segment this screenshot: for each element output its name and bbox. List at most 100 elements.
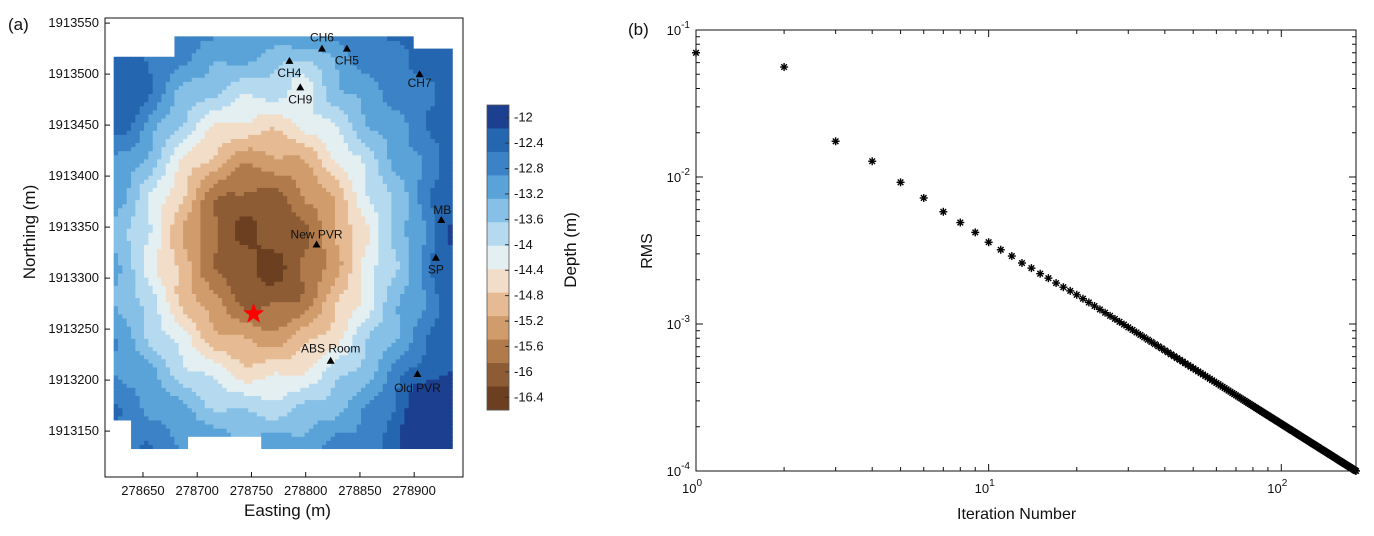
map-x-tick-label: 278900 — [392, 483, 435, 498]
colorbar-tick-label: -12 — [514, 110, 533, 125]
rms-data-point — [939, 207, 948, 216]
rms-data-point — [1072, 290, 1081, 299]
red-star-marker — [243, 302, 265, 323]
rms-data-point — [1007, 252, 1016, 261]
site-label: CH6 — [310, 31, 334, 45]
colorbar-tick-label: -12.4 — [514, 135, 544, 150]
colorbar-segment — [487, 363, 509, 388]
rms-data-point — [919, 193, 928, 202]
colorbar-segment — [487, 175, 509, 200]
rms-data-point — [1150, 340, 1159, 349]
map-y-tick-label: 1913450 — [48, 117, 99, 132]
map-y-tick-label: 1913400 — [48, 168, 99, 183]
colorbar-segment — [487, 245, 509, 270]
rms-data-point — [868, 157, 877, 166]
rms-data-point — [1119, 320, 1128, 329]
colorbar-segment — [487, 105, 509, 129]
rms-convergence-plot: 100 101 102 10-4 10-3 10-2 10-1 — [667, 20, 1360, 496]
colorbar-segment — [487, 269, 509, 294]
rms-data-point — [1017, 258, 1026, 267]
rms-data-point — [971, 228, 980, 237]
colorbar-segment — [487, 386, 509, 411]
colorbar-tick-label: -16 — [514, 364, 533, 379]
rms-data-point — [1044, 274, 1053, 283]
colorbar-tick-label: -13.2 — [514, 186, 544, 201]
colorbar-tick-label: -12.8 — [514, 161, 544, 176]
site-label: SP — [428, 263, 444, 277]
site-marker — [326, 356, 335, 364]
rms-data-point — [1078, 294, 1087, 303]
rms-data-point — [1052, 279, 1061, 288]
colorbar-segment — [487, 128, 509, 153]
rms-data-point — [1115, 317, 1124, 326]
colorbar-tick-label: -14.4 — [514, 262, 544, 277]
site-marker — [296, 83, 305, 91]
colorbar-tick-label: -14.8 — [514, 288, 544, 303]
rms-data-point — [1090, 302, 1099, 311]
site-label: CH9 — [288, 92, 312, 106]
site-label: New PVR — [291, 227, 343, 241]
rms-data-point — [896, 178, 905, 187]
rms-y-tick-label: 10-1 — [667, 20, 691, 38]
depth-contour-map: 278650 278700 278750 278800 278850 278900 1913… — [48, 15, 544, 498]
rms-data-point — [1124, 323, 1133, 332]
site-marker — [285, 56, 294, 64]
rms-data-point — [956, 218, 965, 227]
map-x-tick-label: 278850 — [338, 483, 381, 498]
site-label: CH5 — [335, 54, 359, 68]
rms-y-tick-label: 10-4 — [667, 461, 691, 479]
site-label: CH7 — [408, 76, 432, 90]
rms-data-point — [996, 245, 1005, 254]
map-x-tick-label: 278650 — [121, 483, 164, 498]
rms-data-point — [1084, 298, 1093, 307]
rms-data-point — [831, 137, 840, 146]
site-label: ABS Room — [301, 342, 360, 356]
map-y-tick-label: 1913500 — [48, 66, 99, 81]
colorbar-segment — [487, 222, 509, 247]
colorbar-segment — [487, 339, 509, 364]
colorbar-tick-label: -13.6 — [514, 211, 544, 226]
rms-x-tick-label: 101 — [975, 478, 995, 496]
site-marker — [312, 240, 321, 248]
rms-data-point — [1066, 286, 1075, 295]
rms-y-tick-label: 10-3 — [667, 314, 691, 332]
site-marker — [413, 369, 422, 377]
site-marker — [431, 253, 440, 261]
colorbar-frame — [486, 104, 510, 411]
panel-b-label: (b) — [628, 20, 649, 39]
rms-data-point — [984, 238, 993, 247]
map-y-tick-label: 1913250 — [48, 321, 99, 336]
site-marker — [342, 44, 351, 52]
colorbar-segment — [487, 316, 509, 341]
rms-data-point — [1036, 269, 1045, 278]
colorbar-tick-label: -16.4 — [514, 389, 544, 404]
rms-plot-frame — [695, 29, 1357, 472]
map-x-tick-label: 278800 — [284, 483, 327, 498]
colorbar-segment — [487, 198, 509, 223]
site-marker — [437, 215, 446, 223]
map-y-tick-label: 1913300 — [48, 270, 99, 285]
site-label: Old PVR — [394, 381, 441, 395]
site-marker — [317, 44, 326, 52]
panel-a-xlabel: Easting (m) — [244, 501, 331, 520]
map-y-tick-label: 1913550 — [48, 15, 99, 30]
colorbar-tick-label: -15.6 — [514, 338, 544, 353]
site-label: CH4 — [277, 66, 301, 80]
rms-x-tick-label: 102 — [1267, 478, 1287, 496]
site-marker — [415, 70, 424, 78]
panel-b-xlabel: Iteration Number — [957, 506, 1077, 523]
colorbar-tick-label: -15.2 — [514, 313, 544, 328]
colorbar-segment — [487, 292, 509, 317]
rms-x-tick-label: 100 — [682, 478, 702, 496]
map-x-tick-label: 278700 — [176, 483, 219, 498]
map-y-tick-label: 1913150 — [48, 423, 99, 438]
rms-data-point — [780, 63, 789, 72]
panel-a-label: (a) — [8, 15, 29, 34]
map-plot-frame — [104, 17, 464, 478]
rms-data-point — [1095, 305, 1104, 314]
colorbar-segment — [487, 151, 509, 176]
map-y-tick-label: 1913350 — [48, 219, 99, 234]
rms-data-point — [1027, 264, 1036, 273]
rms-data-point — [1059, 283, 1068, 292]
site-label: MB — [433, 203, 451, 217]
